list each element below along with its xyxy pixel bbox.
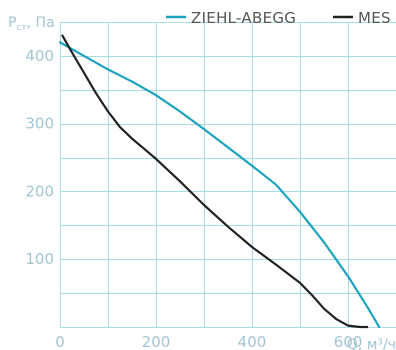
x-tick-label-0: 0	[55, 333, 65, 350]
y-tick-label-300: 300	[25, 115, 54, 133]
y-tick-label-200: 200	[25, 182, 54, 200]
x-tick-label-600: 600	[334, 333, 363, 350]
y-tick-label-100: 100	[25, 250, 54, 268]
legend-label-mes: MES	[358, 9, 391, 27]
tick-labels: 0 200 400 600 100 200 300 400	[25, 47, 362, 350]
series-line-ziehl-abegg	[58, 41, 381, 329]
y-tick-label-400: 400	[25, 47, 54, 65]
legend-label-ziehl-abegg: ZIEHL-ABEGG	[191, 9, 296, 27]
series-line-mes	[61, 34, 369, 329]
x-tick-label-200: 200	[142, 333, 171, 350]
x-tick-label-400: 400	[238, 333, 267, 350]
x-axis-label: Q, м³/ч	[347, 337, 396, 350]
series-layer	[58, 34, 381, 329]
grid	[60, 22, 396, 328]
legend: ZIEHL-ABEGG MES	[166, 9, 391, 27]
y-axis-label: Pст, Па	[8, 15, 55, 33]
